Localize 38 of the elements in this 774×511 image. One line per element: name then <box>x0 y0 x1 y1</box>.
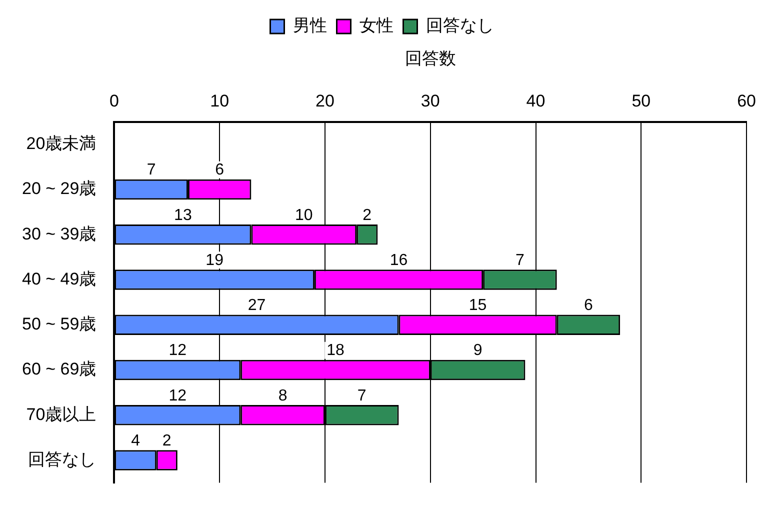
data-label: 15 <box>468 297 487 314</box>
data-label: 9 <box>473 342 482 360</box>
data-label: 2 <box>362 206 372 224</box>
y-tick-label: 50 ~ 59歳 <box>22 314 96 334</box>
data-label: 12 <box>168 387 187 404</box>
x-tick-label: 40 <box>526 91 546 110</box>
data-label: 7 <box>357 387 366 404</box>
x-tick-label: 20 <box>316 91 334 110</box>
y-tick-label: 回答なし <box>28 450 96 469</box>
x-tick-label: 60 <box>737 91 756 110</box>
y-tick-label: 70歳以上 <box>26 404 96 424</box>
x-tick-label: 10 <box>210 91 230 110</box>
data-label: 4 <box>131 432 140 450</box>
y-tick-label: 40 ~ 49歳 <box>22 269 96 288</box>
x-tick-label: 30 <box>420 91 440 110</box>
x-tick-label: 50 <box>632 91 651 110</box>
data-label: 18 <box>326 342 345 360</box>
data-label: 7 <box>516 252 524 269</box>
data-label: 6 <box>215 162 224 179</box>
x-axis-title: 回答数 <box>404 48 456 68</box>
data-label: 27 <box>248 297 266 314</box>
legend-label: 女性 <box>359 16 394 36</box>
y-tick-label: 20歳未満 <box>26 134 96 154</box>
data-label: 16 <box>390 252 408 269</box>
legend-label: 回答なし <box>426 16 494 36</box>
data-label: 10 <box>295 206 313 224</box>
data-label: 8 <box>278 387 288 404</box>
data-label: 13 <box>174 206 192 224</box>
data-label: 7 <box>146 162 156 179</box>
data-label: 2 <box>162 432 172 450</box>
data-label: 12 <box>168 342 187 360</box>
y-tick-label: 60 ~ 69歳 <box>22 360 96 379</box>
y-tick-label: 20 ~ 29歳 <box>22 179 96 198</box>
data-label: 6 <box>584 297 594 314</box>
y-tick-label: 30 ~ 39歳 <box>22 224 96 244</box>
legend-label: 男性 <box>292 16 327 36</box>
data-label: 19 <box>206 252 224 269</box>
x-tick-label: 0 <box>109 91 119 110</box>
